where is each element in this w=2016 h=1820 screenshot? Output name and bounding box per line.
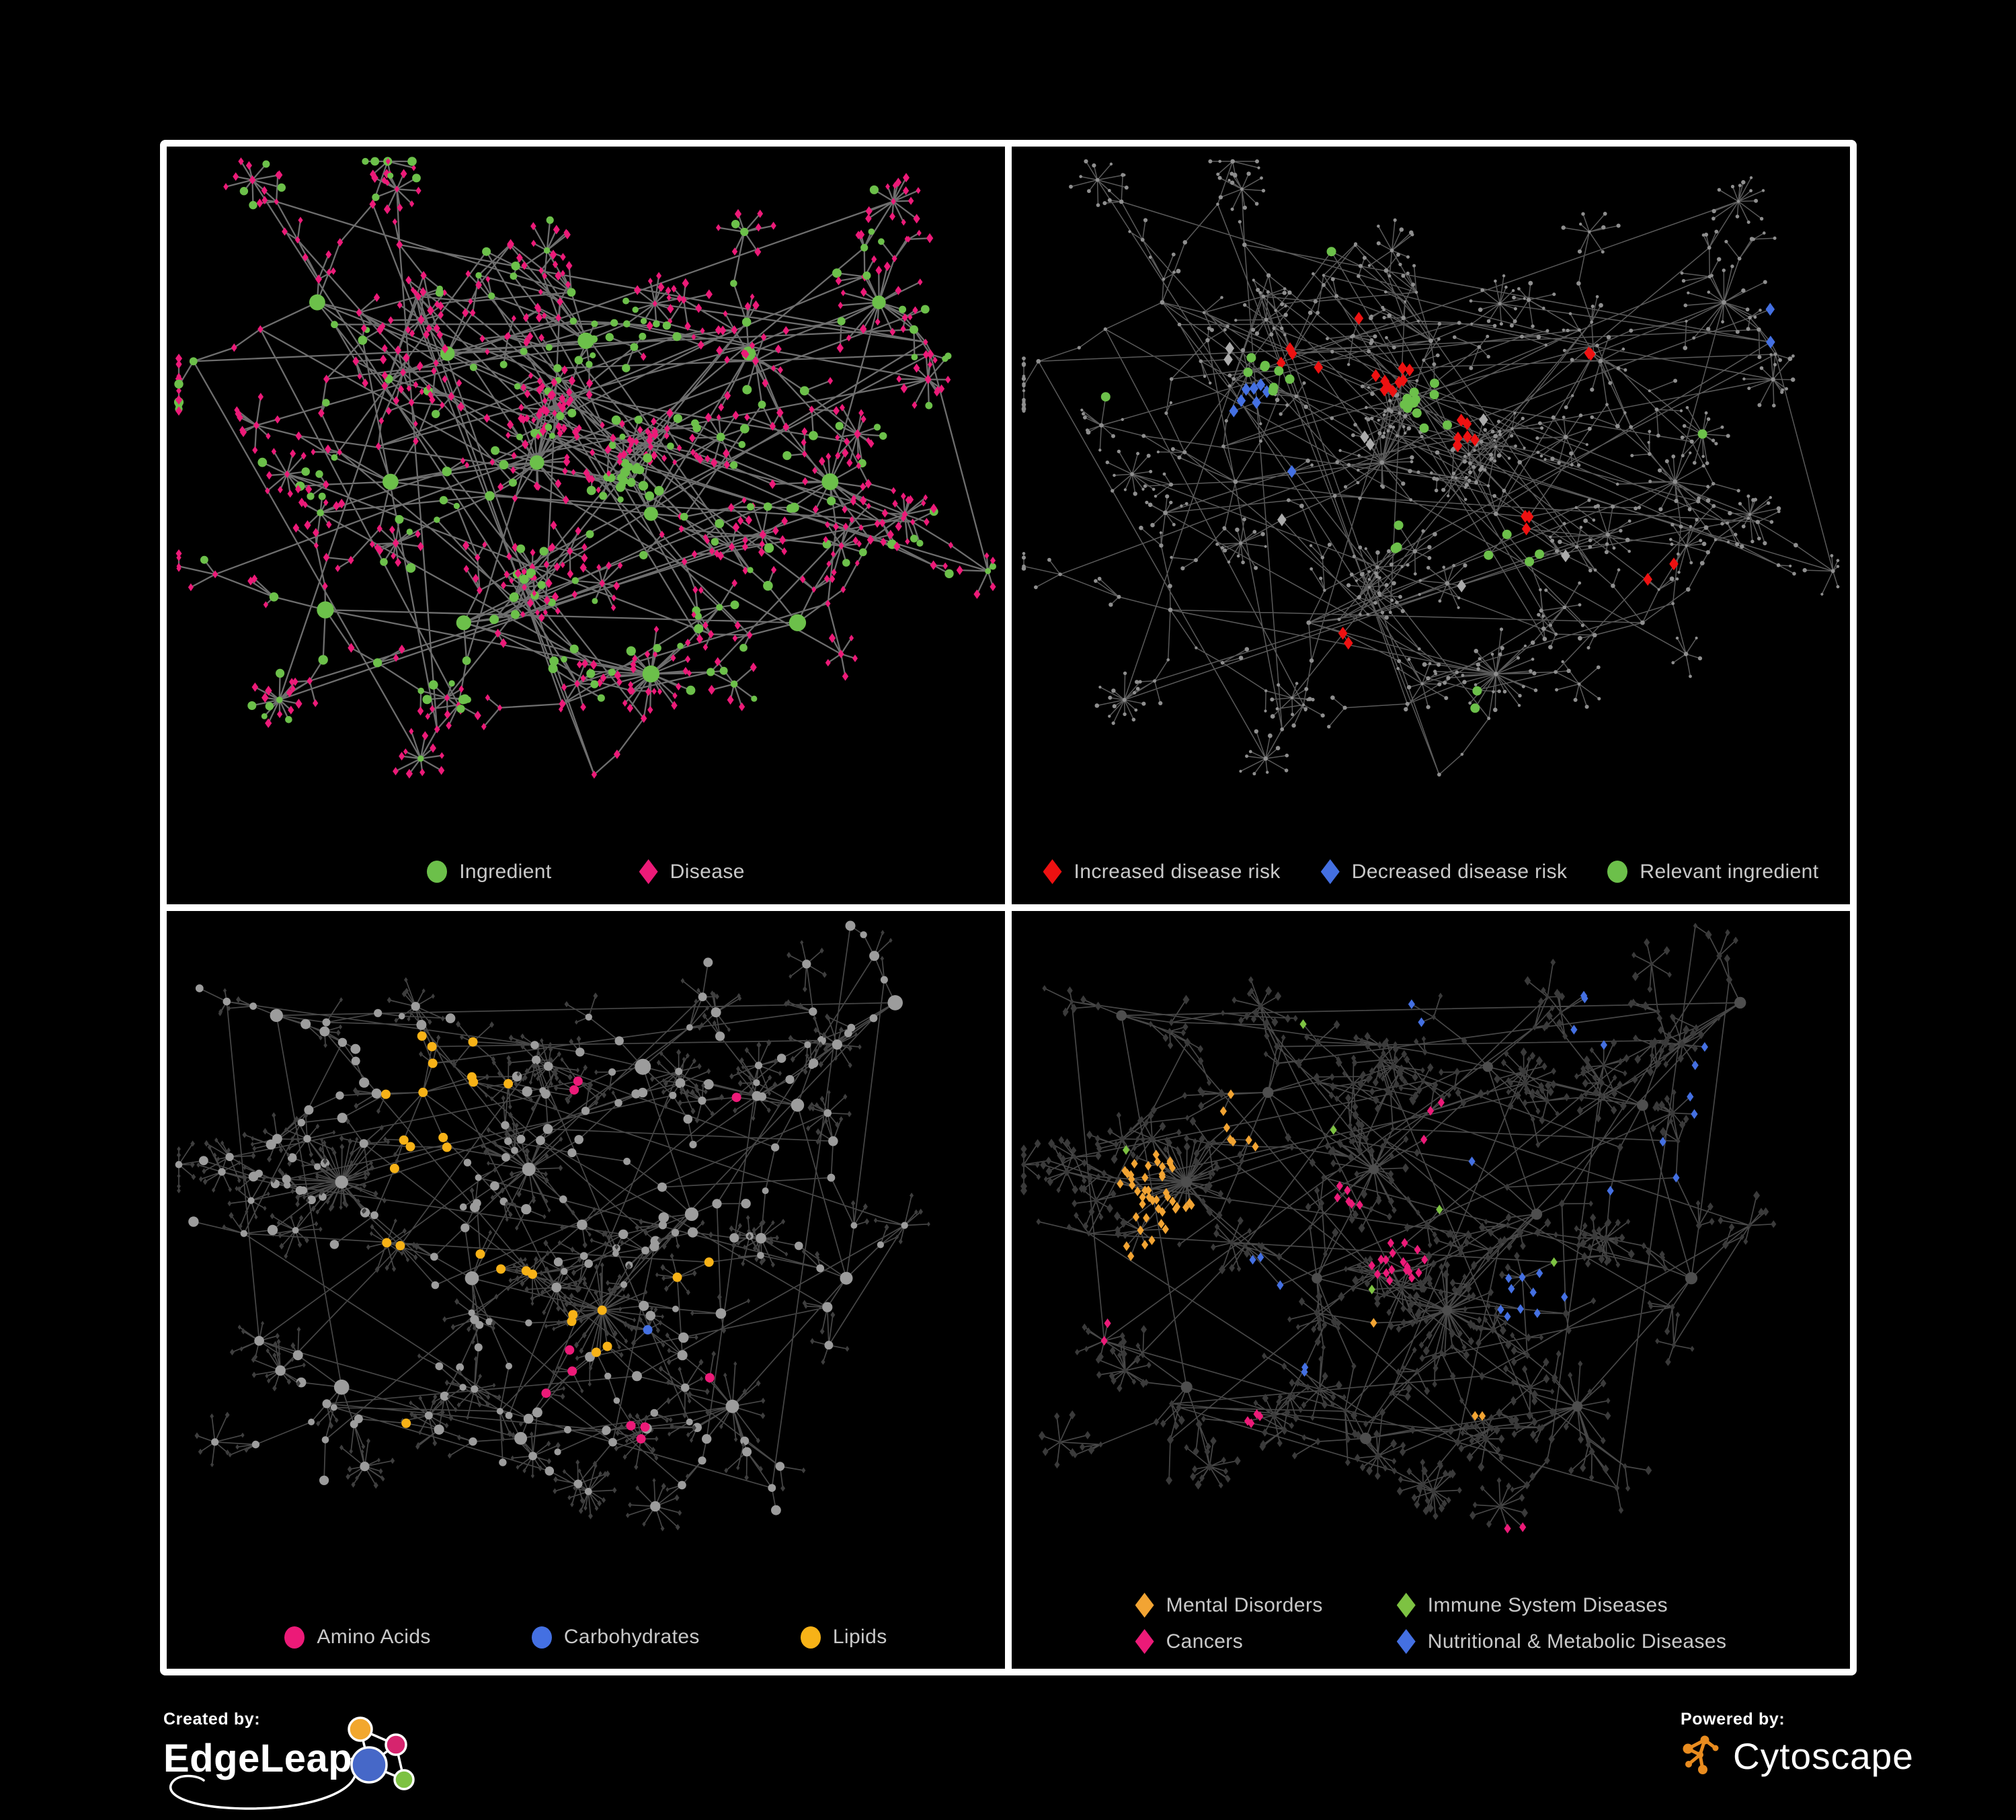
edgeleap-orange-node — [348, 1716, 373, 1742]
panel-ingredient-disease: Ingredient Disease — [167, 147, 1005, 904]
legend-label: Nutritional & Metabolic Diseases — [1427, 1630, 1727, 1653]
legend-item-nutritional-metabolic-diseases: Nutritional & Metabolic Diseases — [1396, 1629, 1727, 1654]
disease-category-network-graph — [1020, 922, 1777, 1534]
disease-risk-network-graph — [1021, 159, 1840, 777]
legend-circle-swatch — [800, 1626, 821, 1649]
legend-label: Carbohydrates — [563, 1626, 700, 1648]
panel-chemical-classes: Amino Acids Carbohydrates Lipids — [167, 911, 1005, 1669]
ingredient-disease-legend: Ingredient Disease — [167, 859, 1005, 884]
legend-label: Immune System Diseases — [1427, 1593, 1668, 1616]
ingredient-disease-network-graph — [173, 157, 996, 779]
edge-bundle — [1023, 161, 1839, 775]
cytoscape-logo-icon — [1683, 1735, 1719, 1774]
cytoscape-logo-row: Cytoscape — [1681, 1735, 1914, 1778]
legend-label: Mental Disorders — [1166, 1593, 1323, 1616]
edgeleap-pink-node — [385, 1733, 407, 1756]
panel-disease-risk: Increased disease risk Decreased disease … — [1012, 147, 1850, 904]
edgeleap-swoosh-curve — [169, 1757, 358, 1810]
panel-disease-categories: Mental Disorders Immune System Diseases Ca… — [1012, 911, 1850, 1669]
legend-item-mental-disorders: Mental Disorders — [1135, 1593, 1323, 1618]
legend-label: Relevant ingredient — [1640, 860, 1819, 883]
edgeleap-credit: Created by: EdgeLeap — [163, 1710, 415, 1810]
highlight-node-layer — [381, 1031, 741, 1444]
legend-diamond-swatch — [1135, 1629, 1154, 1654]
edge-bundle — [177, 160, 994, 776]
edgeleap-blue-node — [350, 1746, 388, 1784]
legend-label: Cancers — [1166, 1630, 1244, 1653]
edgeleap-wordmark: EdgeLeap — [163, 1737, 353, 1780]
node-layer — [1021, 159, 1840, 777]
disease-risk-legend: Increased disease risk Decreased disease … — [1012, 859, 1850, 884]
legend-item-relevant-ingredient: Relevant ingredient — [1607, 861, 1818, 883]
legend-circle-swatch — [531, 1626, 552, 1649]
legend-item-lipids: Lipids — [800, 1626, 887, 1649]
cytoscape-logo-nodes — [1683, 1735, 1719, 1774]
chemical-class-legend: Amino Acids Carbohydrates Lipids — [167, 1626, 1005, 1649]
legend-diamond-swatch — [1396, 1593, 1416, 1618]
legend-item-cancers: Cancers — [1135, 1629, 1323, 1654]
legend-label: Increased disease risk — [1074, 860, 1281, 883]
chemical-class-network-graph — [175, 920, 930, 1532]
legend-diamond-swatch — [1043, 859, 1062, 884]
legend-label: Decreased disease risk — [1351, 860, 1568, 883]
legend-label: Lipids — [832, 1626, 887, 1648]
cytoscape-credit: Powered by: — [1681, 1710, 1914, 1778]
created-by-label: Created by: — [163, 1710, 261, 1729]
legend-diamond-swatch — [639, 859, 658, 884]
legend-item-decreased-disease-risk: Decreased disease risk — [1320, 859, 1568, 884]
legend-diamond-swatch — [1135, 1593, 1154, 1618]
node-layer — [1020, 922, 1777, 1528]
legend-item-carbohydrates: Carbohydrates — [531, 1626, 700, 1649]
panel-grid: Ingredient Disease Increased disease risk… — [160, 140, 1857, 1675]
edge-bundle — [178, 925, 930, 1530]
edgeleap-green-node — [393, 1769, 415, 1790]
legend-item-increased-disease-risk: Increased disease risk — [1043, 859, 1281, 884]
legend-circle-swatch — [284, 1626, 305, 1649]
legend-circle-swatch — [427, 861, 448, 883]
legend-label: Ingredient — [459, 860, 552, 883]
legend-diamond-swatch — [1320, 859, 1340, 884]
legend-item-amino-acids: Amino Acids — [284, 1626, 430, 1649]
legend-diamond-swatch — [1396, 1629, 1416, 1654]
disease-category-legend: Mental Disorders Immune System Diseases Ca… — [1012, 1593, 1850, 1654]
edgeleap-logo-icon — [348, 1716, 415, 1790]
edge-bundle — [1023, 925, 1775, 1530]
powered-by-label: Powered by: — [1681, 1710, 1785, 1729]
legend-item-ingredient: Ingredient — [427, 861, 551, 883]
legend-item-immune-system-diseases: Immune System Diseases — [1396, 1593, 1727, 1618]
legend-circle-swatch — [1607, 861, 1628, 883]
highlight-node-layer — [1100, 990, 1708, 1534]
cytoscape-wordmark: Cytoscape — [1733, 1735, 1914, 1777]
legend-item-disease: Disease — [639, 859, 745, 884]
legend-label: Amino Acids — [317, 1626, 431, 1648]
legend-label: Disease — [670, 860, 745, 883]
